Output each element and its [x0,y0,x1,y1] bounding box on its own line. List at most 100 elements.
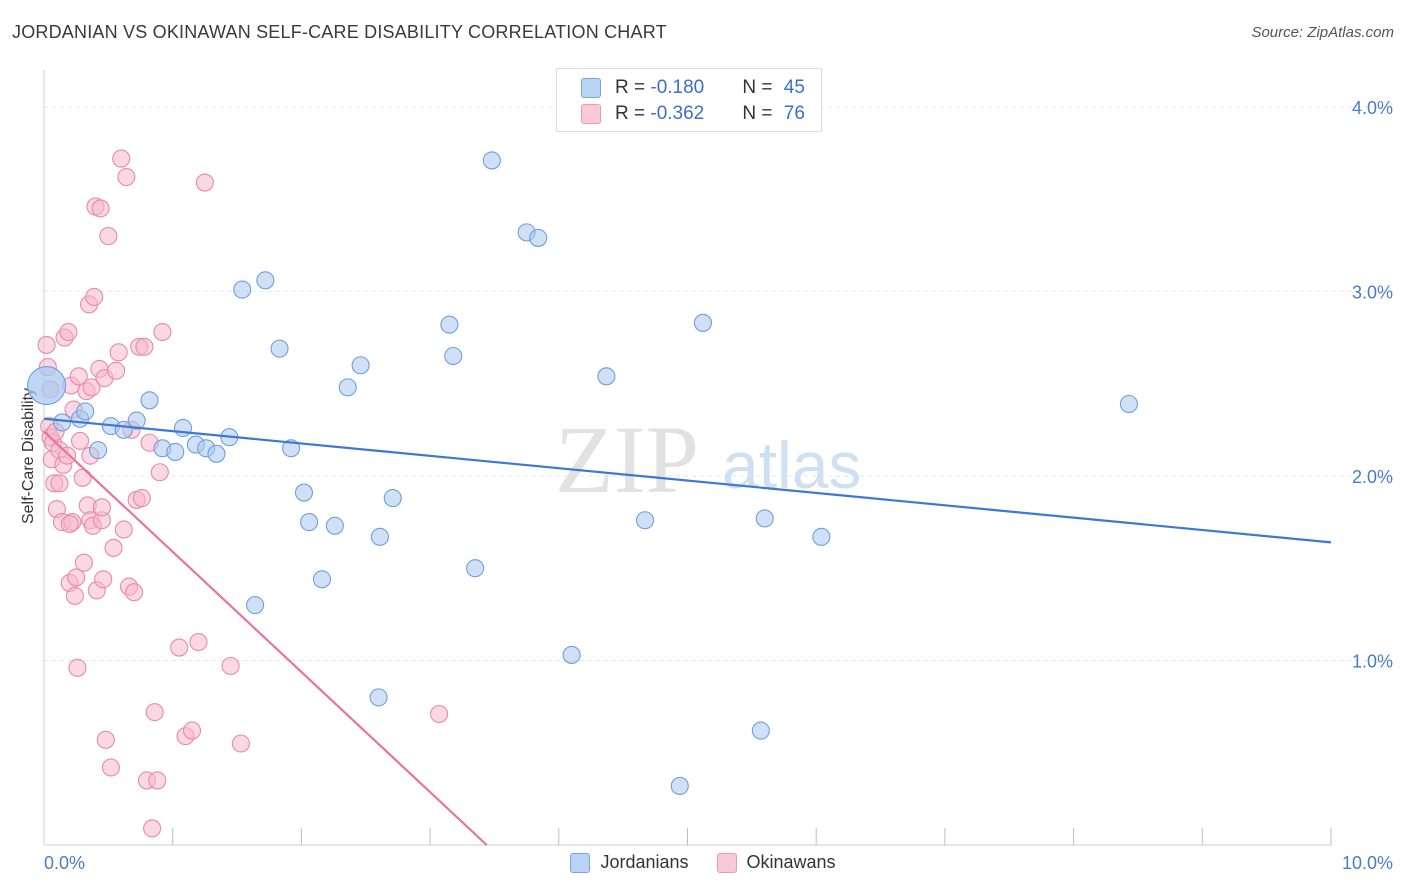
okinawans-point [99,227,118,246]
x-tick-marks [172,828,1332,845]
jordanians-point [444,346,463,366]
okinawans-point [58,446,77,465]
chart-title: JORDANIAN VS OKINAWAN SELF-CARE DISABILI… [12,22,667,42]
okinawans-point [170,638,189,657]
okinawans-point [143,819,162,838]
jordanians-point [233,280,252,299]
jordanians-point [325,516,344,535]
okinawans-points [37,149,449,838]
jordanians-point [127,411,146,430]
watermark: ZIP atlas [555,406,861,513]
okinawans-point [92,498,111,517]
okinawans-n-value: 76 [783,103,805,124]
jordanians-point [173,418,193,438]
okinawans-point [189,632,208,652]
y-tick-label: 4.0% [1352,98,1393,118]
jordanians-point [383,489,402,508]
jordanians-legend-label: Jordanians [600,852,689,872]
y-tick-label: 2.0% [1352,467,1393,487]
okinawans-point [182,721,202,740]
jordanians-point [693,313,712,332]
jordanians-point [751,721,770,740]
jordanians-point [635,511,655,530]
jordanians-point [312,570,332,589]
okinawans-trend-line [43,430,488,846]
jordanians-point [440,315,459,334]
okinawans-point [85,287,104,307]
jordanians-point [52,413,72,432]
jordanians-point [597,367,616,386]
okinawans-point [101,758,120,777]
jordanians-point [294,483,314,502]
okinawans-point [221,656,240,676]
jordanians-point [670,776,689,796]
jordanians-point [466,559,485,578]
okinawans-point [69,367,88,386]
y-tick-labels: 1.0% 2.0% 3.0% 4.0% [1352,98,1393,672]
jordanians-point [76,402,95,421]
okinawans-point [231,734,250,753]
okinawans-point [195,173,214,192]
okinawans-point [96,730,115,749]
jordanians-point [482,151,501,170]
jordanians-point [529,228,548,247]
jordanians-point [812,527,831,546]
okinawans-point [37,335,56,354]
legend-item-okinawans: Okinawans [716,852,836,873]
jordanians-legend-swatch [570,852,591,873]
jordanians-point [256,271,275,290]
okinawans-point [60,514,79,533]
jordanians-point [140,391,159,410]
x-tick-label-max: 10.0% [1342,853,1393,873]
legend-item-jordanians: Jordanians [570,852,689,873]
jordanians-point [338,378,357,397]
okinawans-legend-label: Okinawans [746,852,836,872]
okinawans-point [91,199,110,218]
okinawans-point [150,463,169,482]
okinawans-point [70,431,90,450]
jordanians-point [300,513,319,532]
okinawans-point [125,583,144,602]
jordanians-points [27,151,1138,796]
okinawans-point [132,489,151,508]
okinawans-point [114,520,133,539]
okinawans-point [153,322,172,342]
okinawans-r-value: -0.362 [650,103,705,124]
okinawans-point [82,378,101,397]
okinawans-point [67,568,86,587]
legend-row-jordanians: R = -0.180 N = 45 [581,76,805,100]
okinawans-point [50,474,69,493]
okinawans-point [107,361,126,380]
jordanians-point [27,365,67,406]
okinawans-point [109,343,128,362]
okinawans-n-label: N = [742,103,778,124]
okinawans-point [68,658,87,677]
jordanians-point [370,527,389,546]
jordanians-swatch [581,78,601,98]
correlation-legend: R = -0.180 N = 45 R = -0.362 N = 76 [556,68,822,132]
jordanians-r-value: -0.180 [650,77,705,98]
okinawans-r-label: R = [615,103,651,124]
okinawans-point [65,586,84,605]
y-axis-label: Self-Care Disability [20,388,37,524]
okinawans-point [74,553,93,572]
jordanians-point [1119,394,1138,414]
jordanians-r-label: R = [615,77,651,98]
okinawans-point [148,771,167,790]
okinawans-point [135,337,154,356]
okinawans-point [112,149,131,168]
y-tick-label: 3.0% [1352,282,1393,302]
okinawans-point [104,538,123,557]
series-legend: Jordanians Okinawans [0,852,1406,873]
jordanians-point [351,356,370,375]
okinawans-point [73,468,92,487]
okinawans-point [430,704,449,724]
source-label: Source: ZipAtlas.com [1251,24,1394,41]
okinawans-point [145,703,164,722]
gridlines [44,106,1393,661]
jordanians-point [246,596,265,615]
watermark-zip: ZIP [555,406,699,513]
jordanians-point [755,509,774,528]
jordanians-point [270,339,289,358]
